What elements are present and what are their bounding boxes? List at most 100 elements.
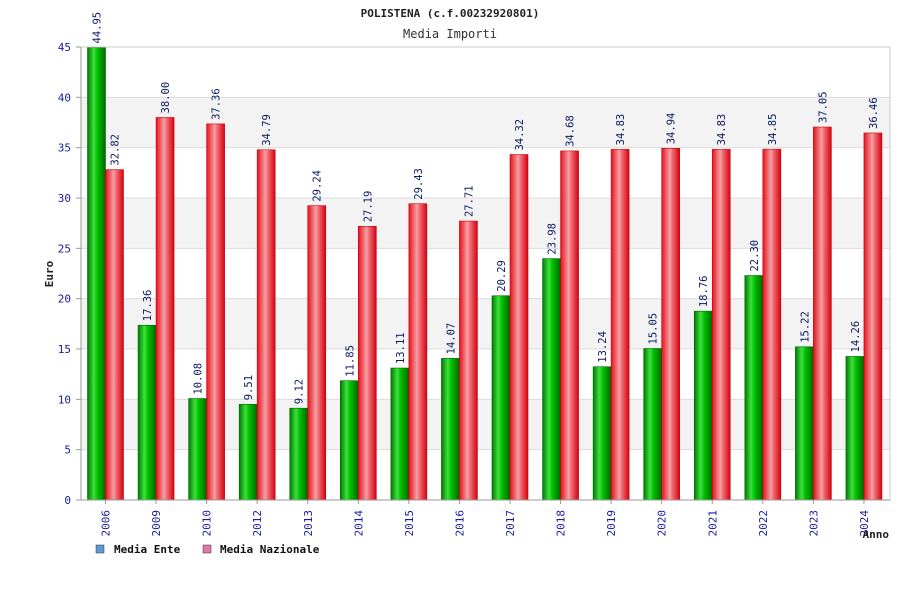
bar-media-nazionale-2020 xyxy=(661,147,680,501)
chart-subtitle: Media Importi xyxy=(403,27,497,41)
x-tick-label: 2016 xyxy=(453,510,466,537)
bar-media-nazionale-2010 xyxy=(206,123,225,501)
x-tick-label: 2019 xyxy=(605,510,618,537)
x-tick-label: 2020 xyxy=(656,510,669,537)
data-label: 29.43 xyxy=(413,168,425,200)
bar-media-nazionale-2022 xyxy=(762,148,782,501)
x-tick-label: 2017 xyxy=(504,510,517,537)
x-tick-label: 2009 xyxy=(150,510,163,537)
data-label: 15.05 xyxy=(648,313,660,345)
bar-media-ente-2015 xyxy=(390,367,410,501)
y-tick-label: 10 xyxy=(58,393,71,406)
bar-media-nazionale-2013 xyxy=(307,205,327,501)
data-label: 14.26 xyxy=(850,321,862,353)
axes-layer xyxy=(76,46,891,504)
bar-media-nazionale-2014 xyxy=(358,225,377,501)
bar-media-nazionale-2012 xyxy=(256,149,276,501)
data-label: 10.08 xyxy=(193,363,205,395)
data-label: 22.30 xyxy=(749,240,761,272)
bar-media-ente-2012 xyxy=(238,403,258,501)
bar-media-ente-2019 xyxy=(592,366,612,501)
x-tick-label: 2021 xyxy=(706,510,719,537)
data-label: 44.95 xyxy=(92,12,104,44)
bar-media-ente-2014 xyxy=(340,380,359,501)
x-tick-label: 2015 xyxy=(403,510,416,537)
bar-media-ente-2018 xyxy=(542,258,561,501)
data-label: 32.82 xyxy=(110,134,122,166)
legend-label-media-nazionale: Media Nazionale xyxy=(220,543,320,556)
chart-title: POLISTENA (c.f.00232920801) xyxy=(361,7,540,20)
data-label: 34.83 xyxy=(615,114,627,146)
x-tick-label: 2024 xyxy=(858,510,871,537)
bar-media-ente-2021 xyxy=(693,310,713,501)
data-label: 27.19 xyxy=(362,191,374,223)
y-tick-label: 30 xyxy=(58,192,71,205)
x-tick-label: 2013 xyxy=(302,510,315,537)
bar-media-nazionale-2016 xyxy=(459,220,478,501)
bar-media-nazionale-2006 xyxy=(105,169,124,501)
data-label: 9.51 xyxy=(243,375,255,400)
data-label: 34.94 xyxy=(666,113,678,145)
y-tick-label: 25 xyxy=(58,242,71,255)
bar-media-nazionale-2018 xyxy=(560,150,579,501)
x-tick-label: 2012 xyxy=(251,510,264,537)
bar-media-ente-2024 xyxy=(845,356,865,501)
x-tick-label: 2010 xyxy=(201,510,214,537)
bar-media-nazionale-2021 xyxy=(711,149,731,501)
data-label: 34.68 xyxy=(565,115,577,147)
bar-media-nazionale-2017 xyxy=(509,154,529,501)
data-label: 14.07 xyxy=(445,323,457,355)
legend-label-media-ente: Media Ente xyxy=(114,543,181,556)
y-tick-label: 15 xyxy=(58,343,71,356)
bar-media-nazionale-2009 xyxy=(155,117,175,501)
bar-media-nazionale-2023 xyxy=(813,126,832,501)
bar-media-ente-2016 xyxy=(441,358,460,501)
y-tick-label: 40 xyxy=(58,91,71,104)
data-label: 34.79 xyxy=(261,114,273,146)
labels-layer: 0 5 10 15 20 25 30 35 40 45 44.95 32.82 2006 17.36 38.… xyxy=(58,12,880,537)
data-label: 17.36 xyxy=(142,290,154,322)
data-label: 13.11 xyxy=(395,332,407,364)
y-tick-label: 45 xyxy=(58,41,71,54)
x-axis-label: Anno xyxy=(863,528,890,541)
data-label: 34.32 xyxy=(514,119,526,151)
y-tick-label: 0 xyxy=(64,494,71,507)
bar-media-ente-2023 xyxy=(795,346,814,501)
x-tick-label: 2018 xyxy=(555,510,568,537)
bars-layer xyxy=(87,47,883,501)
legend: Media Ente Media Nazionale xyxy=(95,543,320,556)
bar-media-ente-2010 xyxy=(188,398,207,501)
data-label: 34.83 xyxy=(716,114,728,146)
bar-media-nazionale-2024 xyxy=(863,132,883,501)
x-tick-label: 2023 xyxy=(807,510,820,537)
data-label: 11.85 xyxy=(344,345,356,377)
data-label: 15.22 xyxy=(799,311,811,343)
x-tick-label: 2014 xyxy=(352,510,365,537)
legend-swatch-media-ente xyxy=(95,544,105,554)
bar-media-ente-2022 xyxy=(744,275,764,501)
bar-media-ente-2009 xyxy=(137,324,157,501)
y-tick-label: 5 xyxy=(64,444,71,457)
data-label: 13.24 xyxy=(597,331,609,363)
data-label: 23.98 xyxy=(547,223,559,255)
legend-swatch-media-nazionale xyxy=(202,544,212,554)
data-label: 38.00 xyxy=(160,82,172,114)
data-label: 37.36 xyxy=(211,88,223,120)
data-label: 29.24 xyxy=(312,170,324,202)
data-label: 27.71 xyxy=(463,185,475,217)
bar-media-nazionale-2019 xyxy=(610,149,630,501)
data-label: 20.29 xyxy=(496,260,508,292)
bar-media-ente-2017 xyxy=(491,295,511,501)
data-label: 36.46 xyxy=(868,97,880,129)
x-tick-label: 2006 xyxy=(100,510,113,537)
data-label: 37.05 xyxy=(817,91,829,123)
data-label: 9.12 xyxy=(294,379,306,404)
y-tick-label: 20 xyxy=(58,293,71,306)
data-label: 34.85 xyxy=(767,114,779,146)
bar-media-ente-2006 xyxy=(87,47,106,501)
data-label: 18.76 xyxy=(698,276,710,308)
y-tick-label: 35 xyxy=(58,142,71,155)
bar-media-nazionale-2015 xyxy=(408,203,428,501)
